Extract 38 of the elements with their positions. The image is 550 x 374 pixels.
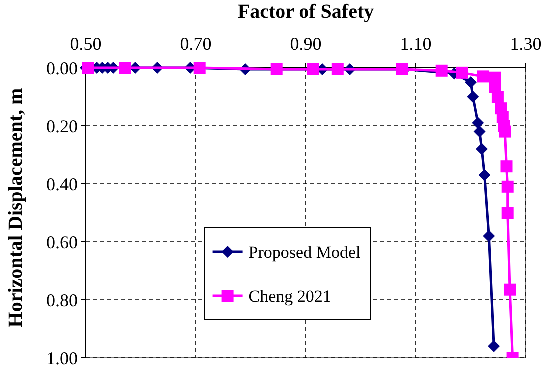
point [472, 117, 484, 130]
point [307, 63, 320, 76]
point [483, 230, 496, 242]
point [474, 126, 486, 138]
x-tick-label: 0.50 [70, 34, 102, 54]
point [476, 143, 488, 156]
point [502, 207, 514, 219]
point [467, 91, 480, 103]
point [504, 284, 516, 296]
point [436, 64, 448, 77]
point [119, 62, 132, 74]
point [500, 160, 513, 173]
x-tick-label: 0.70 [180, 34, 212, 54]
legend-label: Proposed Model [248, 242, 361, 262]
y-axis-title: Horizontal Displacement, m [5, 88, 27, 328]
y-tick-label: 0.80 [46, 290, 78, 310]
x-tick-label: 1.30 [510, 34, 542, 54]
x-tick-label: 1.10 [400, 34, 432, 54]
point [456, 66, 468, 79]
point [499, 126, 512, 138]
point [194, 62, 206, 74]
point [82, 62, 94, 74]
point [465, 76, 477, 88]
point [270, 63, 283, 76]
point [478, 169, 491, 182]
point [488, 340, 500, 352]
x-axis-title: Factor of Safety [238, 1, 374, 23]
point [396, 63, 408, 76]
y-tick-label: 0.60 [46, 232, 78, 252]
legend-label: Cheng 2021 [248, 286, 332, 306]
y-tick-label: 0.40 [46, 174, 78, 194]
y-tick-label: 0.20 [46, 116, 78, 136]
point [332, 63, 344, 76]
point [502, 180, 514, 193]
x-tick-label: 0.90 [290, 34, 322, 54]
y-tick-label: 0.00 [46, 58, 78, 78]
y-tick-label: 1.00 [46, 348, 78, 368]
point [477, 70, 490, 83]
